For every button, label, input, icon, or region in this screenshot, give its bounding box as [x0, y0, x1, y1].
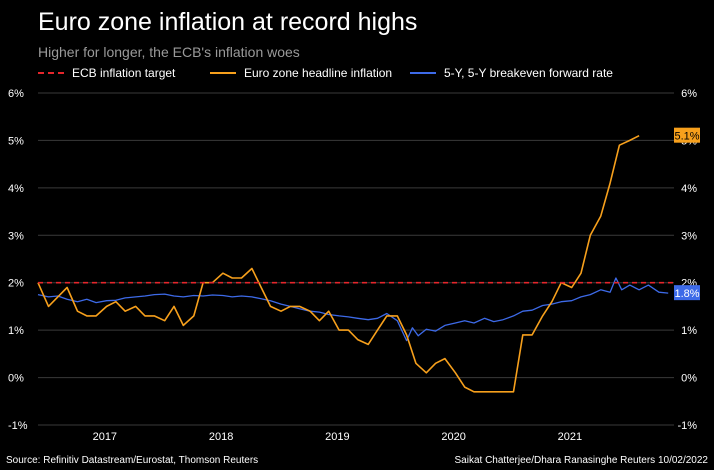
legend-item-inflation: Euro zone headline inflation: [210, 66, 392, 80]
y-tick-label-right: 4%: [681, 183, 697, 195]
chart-subtitle: Higher for longer, the ECB's inflation w…: [38, 44, 300, 60]
y-tick-label-left: 1%: [8, 325, 24, 337]
legend-item-target: ECB inflation target: [38, 66, 175, 80]
end-label-inflation-box: [674, 127, 700, 143]
end-label-breakeven: 1.8%: [674, 285, 700, 301]
legend-item-breakeven: 5-Y, 5-Y breakeven forward rate: [410, 66, 613, 80]
y-tick-label-left: -1%: [8, 420, 28, 432]
x-tick-label: 2017: [93, 431, 117, 443]
legend-label-breakeven: 5-Y, 5-Y breakeven forward rate: [444, 66, 613, 80]
credit-note: Saikat Chatterjee/Dhara Ranasinghe Reute…: [454, 455, 709, 466]
legend-swatch-breakeven: [410, 72, 436, 74]
x-tick-label: 2021: [558, 431, 582, 443]
x-tick-label: 2018: [209, 431, 233, 443]
y-tick-label-left: 4%: [8, 183, 24, 195]
series-line-inflation: [37, 134, 640, 393]
y-tick-label-left: 3%: [8, 230, 24, 242]
end-label-inflation: 5.1%: [674, 127, 700, 143]
y-tick-label-left: 0%: [8, 373, 24, 385]
y-tick-label-left: 2%: [8, 278, 24, 290]
end-label-inflation-text: 5.1%: [674, 131, 699, 143]
series-line-breakeven: [37, 277, 669, 342]
end-label-breakeven-box: [674, 285, 700, 301]
legend-label-target: ECB inflation target: [72, 66, 176, 80]
y-tick-label-left: 5%: [8, 135, 24, 147]
y-tick-label-right: 6%: [681, 88, 697, 100]
x-tick-label: 2020: [441, 431, 465, 443]
y-tick-label-right: 0%: [681, 373, 697, 385]
legend-swatch-target: [38, 72, 64, 74]
y-tick-label-right: -1%: [677, 420, 697, 432]
end-label-breakeven-text: 1.8%: [674, 288, 699, 300]
x-tick-label: 2019: [325, 431, 349, 443]
chart-title: Euro zone inflation at record highs: [38, 8, 418, 36]
y-tick-label-left: 6%: [8, 88, 24, 100]
source-note: Source: Refinitiv Datastream/Eurostat, T…: [6, 455, 259, 466]
legend-label-inflation: Euro zone headline inflation: [244, 66, 393, 80]
legend-swatch-inflation: [210, 72, 236, 74]
y-tick-label-right: 1%: [681, 325, 697, 337]
y-tick-label-right: 3%: [681, 230, 697, 242]
